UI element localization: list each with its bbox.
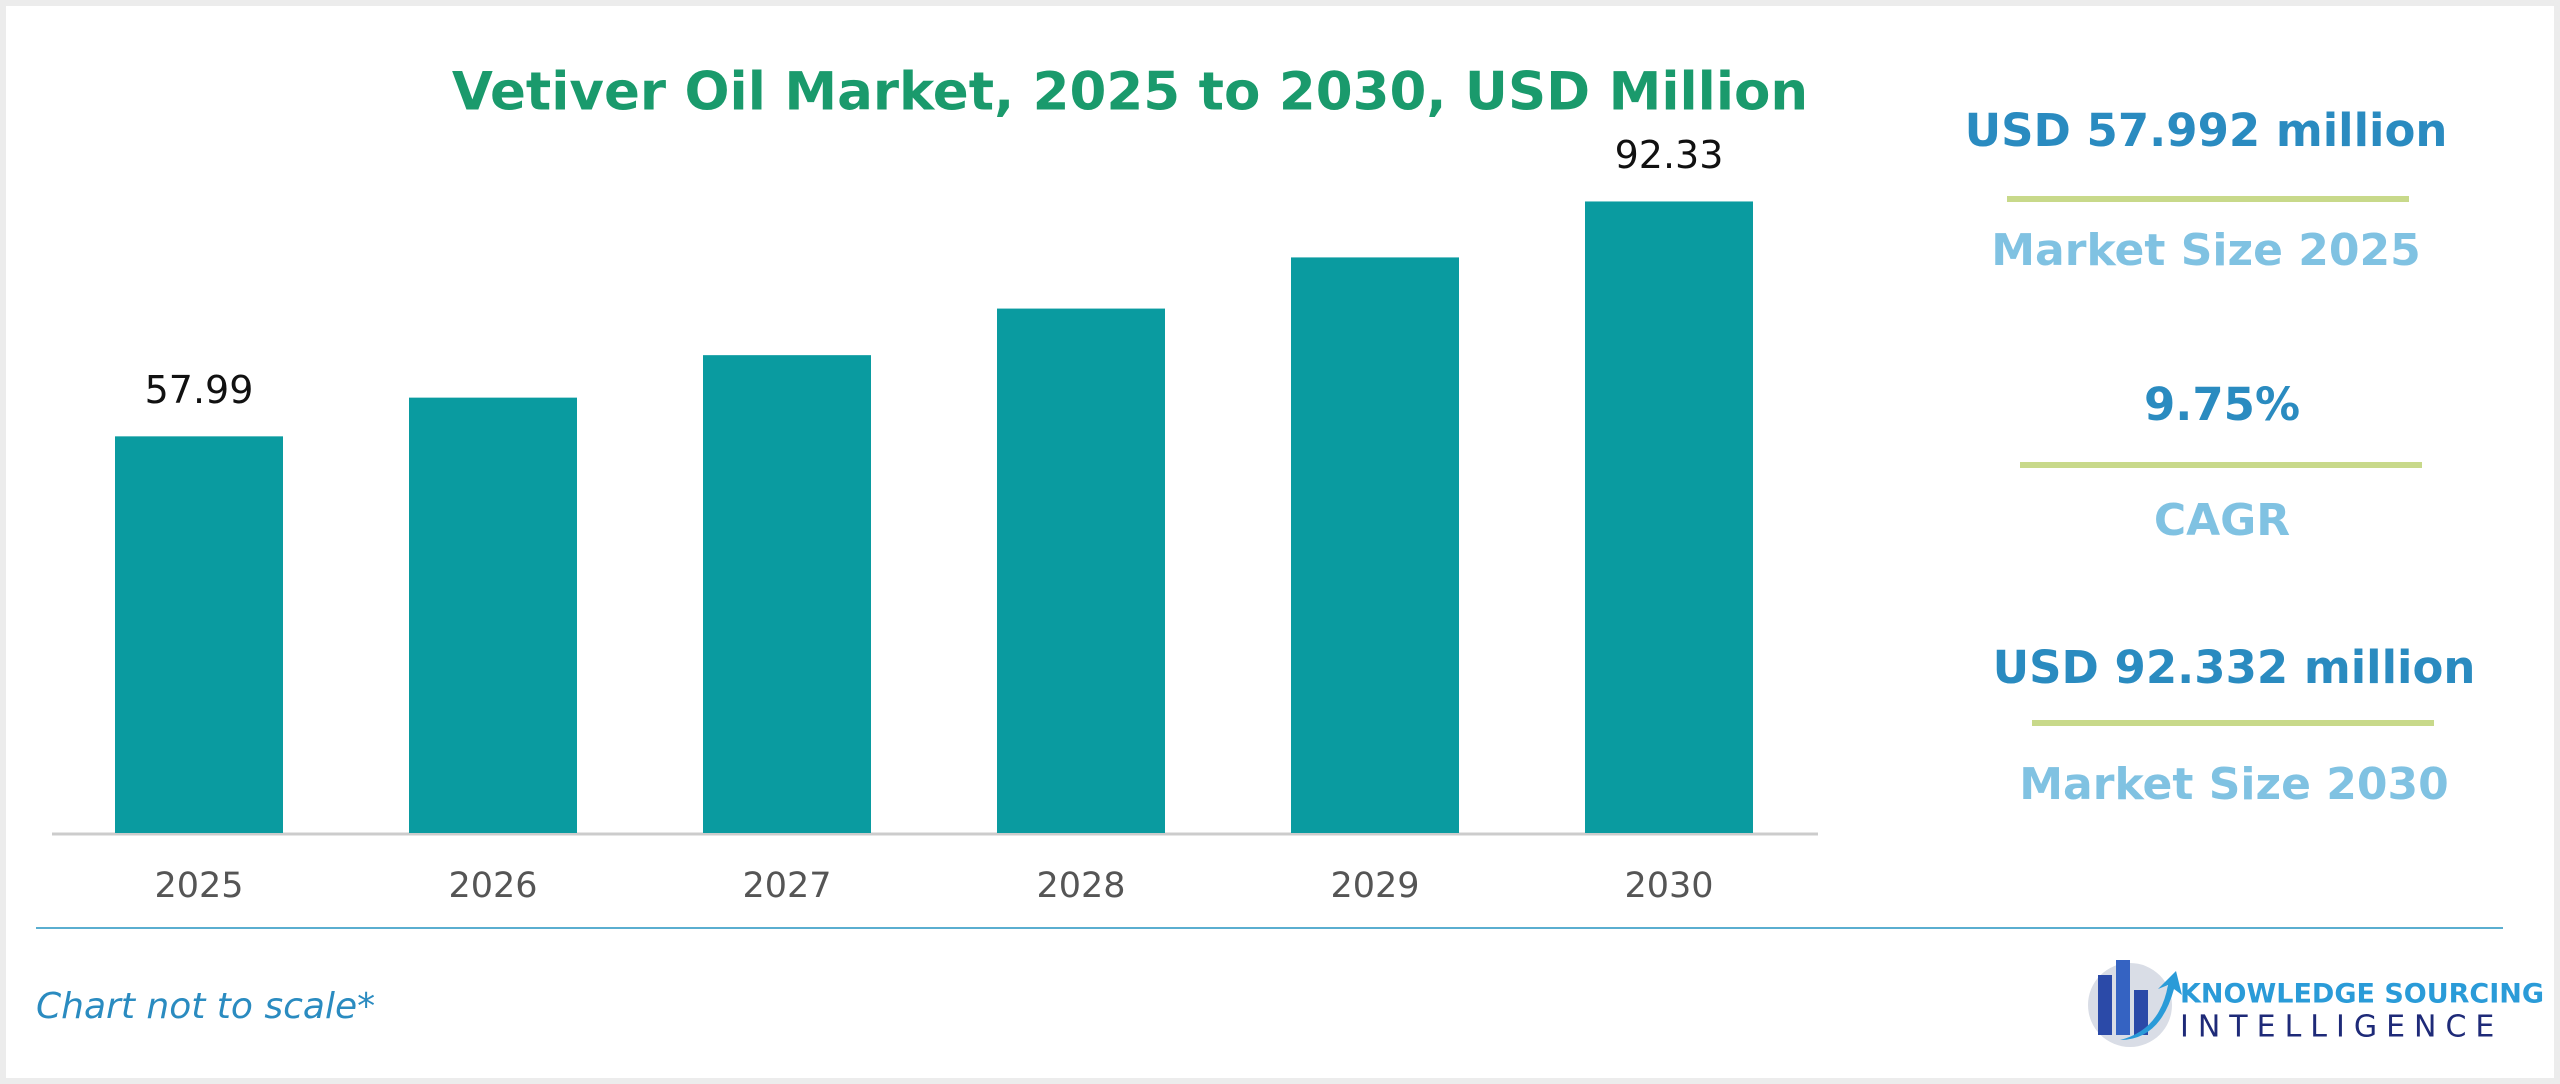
value-label: 57.99 [145, 368, 254, 412]
kpi-label: Market Size 2030 [2019, 759, 2448, 810]
kpi-label: CAGR [2154, 495, 2290, 546]
chart-title: Vetiver Oil Market, 2025 to 2030, USD Mi… [452, 62, 1808, 123]
logo-bar [2116, 960, 2130, 1035]
bar [703, 355, 871, 833]
logo-line1: KNOWLEDGE SOURCING [2180, 979, 2544, 1010]
kpi-value: USD 57.992 million [1965, 104, 2448, 157]
x-tick-label: 2026 [448, 866, 537, 906]
logo-bar [2134, 990, 2148, 1035]
logo-bar [2098, 975, 2112, 1035]
logo-arrow [2120, 971, 2182, 1040]
bar [997, 308, 1165, 833]
footnote: Chart not to scale* [36, 986, 375, 1027]
x-tick-label: 2027 [742, 866, 831, 906]
bar [409, 397, 577, 833]
x-tick-label: 2029 [1330, 866, 1419, 906]
x-tick-label: 2028 [1036, 866, 1125, 906]
bar [1291, 257, 1459, 833]
logo: KNOWLEDGE SOURCING INTELLIGENCE [2088, 960, 2544, 1047]
bar [1585, 201, 1753, 834]
kpi-label: Market Size 2025 [1991, 225, 2420, 276]
x-tick-label: 2025 [154, 866, 243, 906]
x-tick-label: 2030 [1624, 866, 1713, 906]
value-label: 92.33 [1615, 133, 1724, 177]
kpi-value: USD 92.332 million [1993, 641, 2476, 694]
bar [115, 436, 283, 833]
logo-line2: INTELLIGENCE [2180, 1010, 2503, 1045]
kpi-value: 9.75% [2144, 378, 2300, 431]
